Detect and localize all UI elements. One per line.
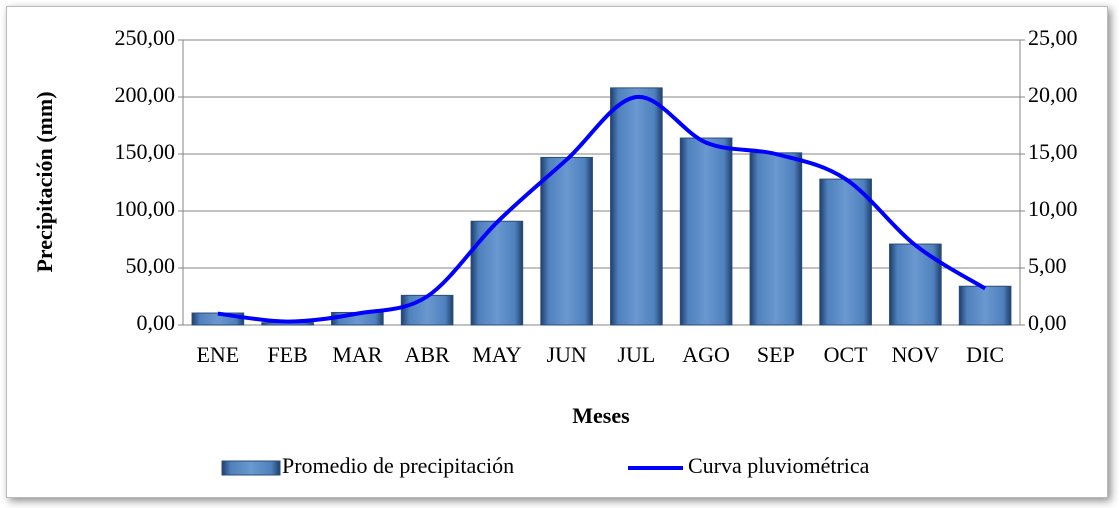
legend-label: Curva pluviométrica xyxy=(688,453,870,478)
y2-tick-label: 15,00 xyxy=(1028,139,1078,164)
bar xyxy=(958,285,1012,326)
y-tick-label: 100,00 xyxy=(115,196,176,221)
bar xyxy=(749,152,803,326)
x-tick-label: NOV xyxy=(892,342,940,367)
y-tick-label: 200,00 xyxy=(115,82,176,107)
y2-tick-label: 25,00 xyxy=(1028,25,1078,50)
y2-tick-label: 0,00 xyxy=(1028,310,1067,335)
x-tick-label: SEP xyxy=(757,342,795,367)
x-tick-label: MAY xyxy=(472,342,521,367)
y2-tick-label: 20,00 xyxy=(1028,82,1078,107)
x-axis-title: Meses xyxy=(572,403,630,428)
y-axis-title: Precipitación (mm) xyxy=(32,91,57,272)
x-tick-label: JUN xyxy=(546,342,586,367)
x-tick-label: DIC xyxy=(966,342,1004,367)
bar xyxy=(400,294,454,326)
bar xyxy=(540,156,593,326)
y-tick-label: 250,00 xyxy=(115,25,176,50)
y2-tick-label: 10,00 xyxy=(1028,196,1078,221)
bar xyxy=(819,178,872,326)
x-tick-label: MAR xyxy=(332,342,382,367)
legend-swatch xyxy=(221,460,281,476)
x-tick-label: AGO xyxy=(682,342,730,367)
x-tick-label: OCT xyxy=(824,342,869,367)
y-tick-label: 50,00 xyxy=(126,253,176,278)
x-tick-label: ABR xyxy=(405,342,451,367)
bar xyxy=(679,137,733,326)
legend-label: Promedio de precipitación xyxy=(282,453,514,478)
y-tick-label: 0,00 xyxy=(137,310,176,335)
line xyxy=(217,94,987,324)
bar xyxy=(610,87,663,326)
bar xyxy=(470,220,524,326)
x-tick-label: ENE xyxy=(196,342,239,367)
x-tick-label: JUL xyxy=(617,342,655,367)
y-tick-label: 150,00 xyxy=(115,139,176,164)
y2-tick-label: 5,00 xyxy=(1028,253,1067,278)
x-tick-label: FEB xyxy=(267,342,307,367)
